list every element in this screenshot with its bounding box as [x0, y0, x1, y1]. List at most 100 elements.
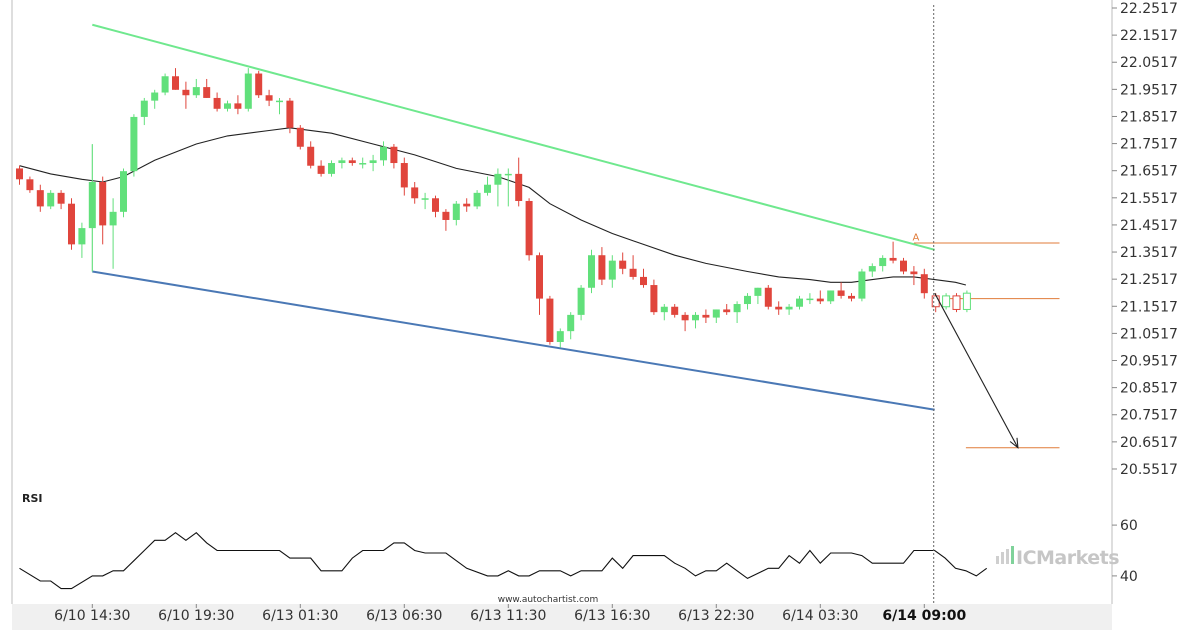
- candle-body: [733, 304, 741, 313]
- candle-body: [47, 192, 55, 207]
- candle-body: [286, 100, 294, 128]
- candle-body: [151, 92, 159, 101]
- candle-body: [692, 314, 699, 321]
- candle-body: [681, 314, 689, 321]
- price-tick-label: 21.9517: [1120, 82, 1178, 98]
- candle-body: [785, 306, 793, 310]
- rsi-line: [19, 531, 988, 590]
- candle-body: [161, 76, 169, 93]
- candle-body: [629, 268, 637, 277]
- time-tick-label: 6/10 14:30: [54, 608, 130, 624]
- forecast-arrow: [934, 292, 1019, 449]
- candle-body: [827, 290, 835, 302]
- time-axis-ticks: 6/10 14:30 6/10 19:30 6/13 01:30 6/13 06:30…: [54, 604, 966, 624]
- candle-body: [588, 255, 595, 288]
- candle-body: [837, 290, 845, 296]
- candle-body: [858, 271, 866, 299]
- price-tick-label: 21.3517: [1120, 245, 1178, 261]
- candle-body: [723, 309, 731, 313]
- candle-body: [380, 146, 387, 161]
- price-tick-label: 21.1517: [1120, 299, 1178, 315]
- candle-body: [99, 182, 107, 226]
- candle-body: [36, 190, 44, 207]
- candle-body: [192, 87, 200, 96]
- candle-body: [567, 314, 575, 332]
- rsi-axis-ticks: 60 40: [1112, 518, 1138, 585]
- candle-body: [296, 127, 304, 147]
- price-tick-label: 20.8517: [1120, 381, 1178, 397]
- price-tick-label: 22.1517: [1120, 28, 1178, 44]
- price-tick-label: 21.8517: [1120, 109, 1178, 125]
- resistance-line: [92, 23, 935, 251]
- price-tick-label: 20.9517: [1120, 354, 1178, 370]
- time-tick-label: 6/13 22:30: [678, 608, 754, 624]
- candle-body: [920, 274, 928, 294]
- candle-body: [182, 89, 190, 96]
- candle-body: [463, 203, 471, 207]
- candle-body: [213, 97, 221, 109]
- candle-body: [328, 163, 335, 174]
- candle-body: [577, 287, 585, 315]
- candle-body: [421, 198, 429, 200]
- candle-body: [484, 184, 491, 193]
- candle-body: [660, 306, 668, 313]
- candle-body: [307, 146, 315, 166]
- price-tick-label: 21.5517: [1120, 191, 1178, 207]
- x-axis-band: [12, 604, 1112, 630]
- candle-body: [234, 103, 242, 109]
- brand-name: ICMarkets: [1016, 547, 1119, 569]
- candle-body: [889, 257, 897, 261]
- candle-body: [868, 266, 876, 272]
- candle-body: [140, 100, 148, 117]
- watermark: www.autochartist.com: [498, 595, 599, 605]
- price-tick-label: 21.4517: [1120, 218, 1178, 234]
- brand-logo: ICMarkets: [996, 546, 1120, 569]
- price-tick-label: 21.7517: [1120, 137, 1178, 153]
- candle-body: [712, 309, 720, 318]
- candle-body: [338, 160, 346, 164]
- candle-body: [68, 203, 75, 245]
- support-line: [92, 270, 935, 411]
- candle-body: [806, 298, 814, 301]
- candle-body: [265, 95, 273, 101]
- price-tick-label: 22.2517: [1120, 1, 1178, 17]
- candle-body: [317, 165, 325, 174]
- price-tick-label: 20.7517: [1120, 408, 1178, 424]
- candle-body: [525, 200, 533, 256]
- candle-body: [536, 255, 543, 299]
- candle-body: [130, 116, 138, 172]
- candle-body: [348, 160, 356, 164]
- rsi-polyline: [19, 531, 988, 590]
- price-tick-label: 20.5517: [1120, 462, 1178, 478]
- candle-body: [848, 295, 855, 299]
- price-tick-label: 20.6517: [1120, 435, 1178, 451]
- candle-body: [16, 168, 23, 180]
- projected-candle-body: [942, 295, 951, 308]
- time-tick-label: 6/13 11:30: [470, 608, 546, 624]
- candle-body: [546, 298, 554, 342]
- level-lines: A: [912, 233, 1060, 449]
- forecast-arrow-line: [934, 292, 1019, 449]
- candle-body: [224, 103, 231, 109]
- brand-bars-icon: [996, 546, 1014, 564]
- candle-body: [619, 260, 627, 269]
- candle-body: [900, 260, 907, 272]
- projected-candle-body: [952, 295, 961, 310]
- candle-body: [775, 306, 783, 310]
- projected-candle-body: [962, 292, 971, 310]
- candle-body: [88, 182, 96, 229]
- candle-body: [359, 163, 367, 165]
- candle-body: [764, 287, 772, 307]
- projected-candles: [931, 290, 971, 313]
- rsi-tick-label: 40: [1120, 569, 1138, 585]
- candle-body: [255, 73, 263, 96]
- time-tick-label: 6/13 16:30: [574, 608, 650, 624]
- candle-body: [244, 73, 252, 109]
- candle-body: [754, 287, 762, 296]
- candle-body: [879, 257, 887, 267]
- price-tick-label: 21.0517: [1120, 326, 1178, 342]
- time-tick-label: 6/10 19:30: [158, 608, 234, 624]
- candle-body: [26, 179, 34, 191]
- candle-body: [671, 306, 679, 315]
